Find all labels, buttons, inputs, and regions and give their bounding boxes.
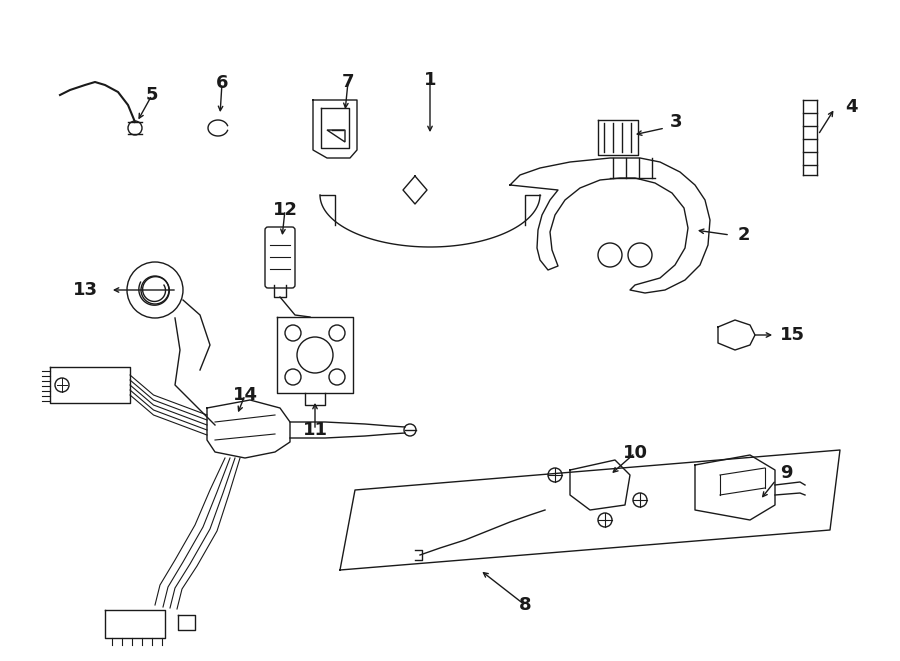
Text: 9: 9 bbox=[780, 464, 793, 482]
Text: 14: 14 bbox=[232, 386, 257, 404]
Text: 2: 2 bbox=[738, 226, 751, 244]
Text: 11: 11 bbox=[302, 421, 328, 439]
Text: 3: 3 bbox=[670, 113, 682, 131]
Text: 13: 13 bbox=[73, 281, 98, 299]
Text: 8: 8 bbox=[518, 596, 531, 614]
Text: 6: 6 bbox=[216, 74, 229, 92]
Text: 1: 1 bbox=[424, 71, 436, 89]
Text: 10: 10 bbox=[623, 444, 647, 462]
Text: 7: 7 bbox=[342, 73, 355, 91]
Text: 4: 4 bbox=[845, 98, 858, 116]
Text: 15: 15 bbox=[780, 326, 805, 344]
Text: 5: 5 bbox=[146, 86, 158, 104]
Text: 12: 12 bbox=[273, 201, 298, 219]
